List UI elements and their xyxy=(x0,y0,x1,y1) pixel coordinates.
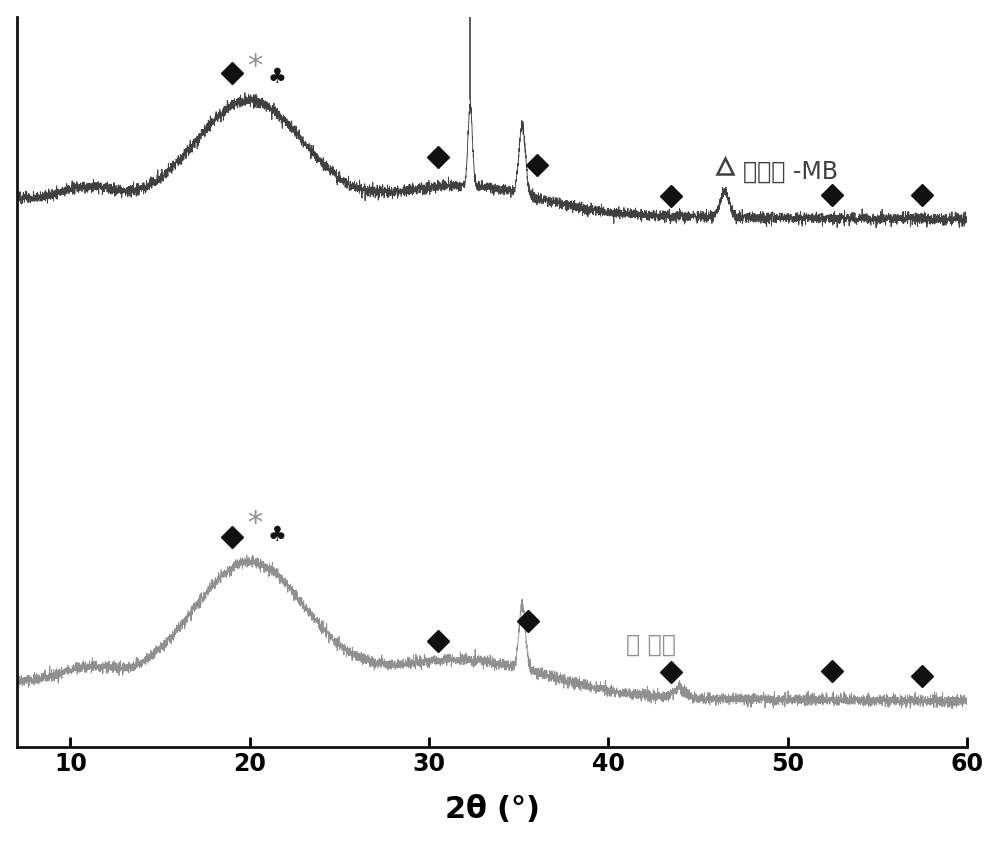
Text: 凝胶球 -MB: 凝胶球 -MB xyxy=(743,160,838,183)
Text: ♣: ♣ xyxy=(267,67,286,87)
Text: ♣: ♣ xyxy=(267,526,286,545)
Text: *: * xyxy=(247,509,263,538)
Text: 凝 胶球: 凝 胶球 xyxy=(626,633,676,657)
X-axis label: $\mathbf{2\theta}$ (°): $\mathbf{2\theta}$ (°) xyxy=(444,792,539,824)
Text: *: * xyxy=(247,52,263,81)
